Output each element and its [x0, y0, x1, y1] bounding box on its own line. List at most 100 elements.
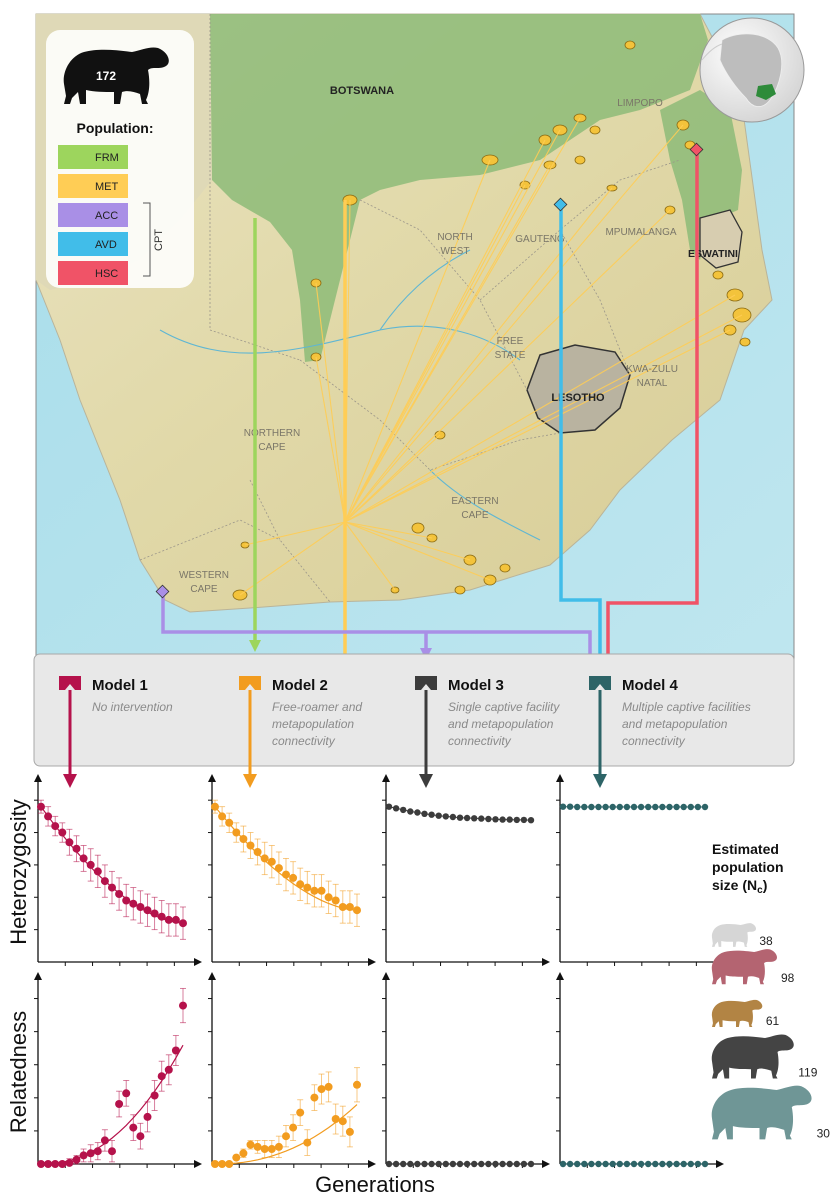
- model-3-desc-line: and metapopulation: [448, 717, 554, 731]
- model-1-title: Model 1: [92, 677, 148, 694]
- size-legend-item-98: 98: [711, 949, 795, 985]
- label-north-west-1: NORTH: [437, 232, 472, 243]
- data-point: [478, 1160, 485, 1168]
- data-point: [253, 1142, 262, 1151]
- data-point: [296, 1108, 305, 1117]
- data-point: [499, 1160, 506, 1168]
- data-point: [506, 1160, 513, 1168]
- model-1-arrowhead: [63, 774, 77, 788]
- data-point: [310, 1093, 319, 1102]
- data-point: [421, 810, 428, 817]
- chart-axes-0: [34, 774, 202, 966]
- model-3-desc-line: connectivity: [448, 734, 512, 748]
- model-2-marker: [239, 676, 261, 690]
- model-4-marker: [589, 676, 611, 690]
- model-1: Model 1 No intervention: [59, 676, 173, 788]
- data-point: [260, 854, 269, 863]
- data-point: [687, 1160, 694, 1168]
- data-point: [527, 817, 535, 824]
- data-point: [282, 870, 290, 879]
- data-point: [435, 1160, 442, 1168]
- data-point: [93, 1147, 102, 1156]
- data-point: [574, 1160, 581, 1168]
- model-2-desc-line: Free-roamer and: [272, 700, 362, 714]
- data-point: [296, 880, 305, 889]
- data-point: [353, 1080, 361, 1089]
- data-point: [513, 816, 520, 824]
- data-point: [143, 1112, 152, 1121]
- label-western-cape-2: CAPE: [190, 584, 218, 595]
- legend-label-hsc: HSC: [95, 268, 118, 280]
- size-legend-item-300: 300: [711, 1085, 830, 1140]
- data-point: [303, 883, 312, 892]
- data-point: [246, 841, 255, 850]
- data-point: [289, 1123, 298, 1132]
- cheetah-size-icon: [711, 923, 757, 947]
- data-point: [623, 1160, 631, 1168]
- data-point: [331, 1115, 340, 1123]
- data-point: [108, 1147, 116, 1156]
- data-point: [414, 809, 421, 816]
- data-point: [559, 803, 567, 810]
- model-3-marker: [415, 676, 437, 690]
- data-point: [72, 1155, 81, 1164]
- legend-swatch-acc: [58, 203, 128, 227]
- data-point: [345, 903, 354, 911]
- size-legend-title-3: size (Nc): [712, 877, 767, 896]
- data-point: [574, 803, 581, 811]
- data-point: [694, 803, 702, 811]
- data-point: [65, 838, 74, 847]
- data-point: [86, 1149, 95, 1158]
- data-point: [164, 1065, 173, 1074]
- data-point: [129, 899, 138, 908]
- data-point: [179, 919, 187, 928]
- data-point: [407, 1160, 414, 1168]
- data-point: [595, 803, 602, 811]
- data-point: [400, 806, 407, 814]
- data-point: [44, 1160, 53, 1168]
- x-axis-label-generations: Generations: [315, 1172, 435, 1197]
- data-point: [637, 803, 645, 811]
- data-point: [44, 812, 53, 821]
- chart-series-6: [385, 1160, 535, 1168]
- legend-cpt-label: CPT: [153, 229, 165, 251]
- data-point: [317, 1085, 326, 1094]
- cheetah-size-icon: [711, 999, 763, 1027]
- label-eastern-cape-1: EASTERN: [451, 496, 498, 507]
- data-point: [566, 1160, 574, 1168]
- size-legend-item-119: 119: [711, 1034, 818, 1080]
- data-point: [680, 1160, 687, 1168]
- data-point: [115, 890, 124, 898]
- size-legend-value: 61: [766, 1014, 780, 1028]
- data-point: [232, 828, 241, 837]
- data-point: [72, 844, 81, 853]
- data-point: [51, 1160, 60, 1168]
- label-kwazulu-2: NATAL: [637, 378, 668, 389]
- data-point: [385, 803, 393, 810]
- legend-label-frm: FRM: [95, 152, 119, 164]
- size-legend-item-61: 61: [711, 999, 780, 1028]
- data-point: [602, 1160, 609, 1168]
- data-point: [218, 1160, 227, 1168]
- data-point: [303, 1138, 312, 1147]
- data-point: [218, 812, 227, 821]
- data-point: [463, 814, 471, 822]
- chart-axes-5: [208, 972, 376, 1168]
- data-point: [609, 1160, 616, 1168]
- chart-series-1: [211, 799, 361, 927]
- label-free-state-2: STATE: [495, 350, 526, 361]
- y-axis-label-relatedness: Relatedness: [6, 1011, 31, 1133]
- data-point: [246, 1140, 255, 1149]
- data-point: [115, 1100, 124, 1108]
- data-point: [253, 848, 262, 856]
- model-4-arrowhead: [593, 774, 607, 788]
- data-point: [659, 803, 666, 811]
- size-legend-value: 98: [781, 971, 795, 985]
- data-point: [211, 1160, 219, 1168]
- legend-swatch-met: [58, 174, 128, 198]
- data-point: [239, 1149, 248, 1158]
- size-legend-title-2: population: [712, 859, 784, 875]
- size-legend-item-38: 38: [711, 923, 773, 948]
- province-borders: [139, 14, 681, 603]
- data-point: [630, 803, 638, 811]
